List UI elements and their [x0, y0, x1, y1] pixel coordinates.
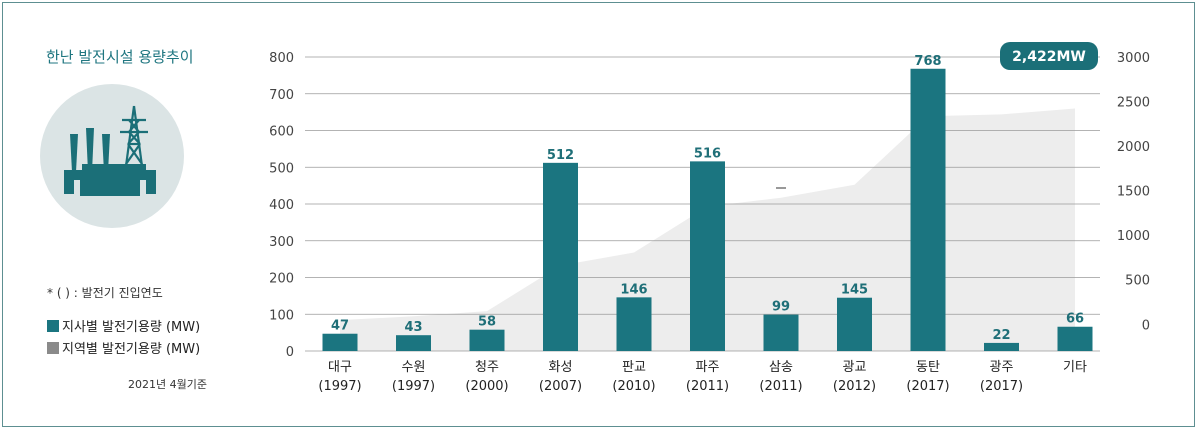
bar-layer [322, 68, 1093, 351]
bar-value-label: 516 [694, 146, 721, 161]
bar [1057, 326, 1093, 351]
bar [469, 329, 505, 351]
y-right-tick-label: 2000 [1117, 140, 1150, 155]
x-tick-label: 수원 [402, 360, 426, 375]
label-layer: 47 대구 (1997) 43 수원 (1997) 58 청주 (2000) 512 화성 (2007… [318, 42, 1098, 394]
y-left-tick-label: 0 [286, 345, 294, 360]
legend-item-branch: 지사별 발전기용량 (MW) [47, 316, 200, 335]
bar [396, 335, 431, 351]
y-left-tick-label: 700 [269, 88, 294, 103]
x-tick-label: (2000) [465, 379, 508, 394]
bar [690, 161, 725, 351]
x-tick-label: 대구 [328, 360, 352, 375]
bar [984, 342, 1019, 351]
legend-item-region: 지역별 발전기용량 (MW) [47, 338, 200, 357]
bar [763, 314, 799, 351]
y-right-tick-label: 500 [1125, 274, 1150, 289]
x-tick-label: (2010) [612, 379, 655, 394]
y-left-tick-label: 800 [269, 51, 294, 66]
bar-value-label: 22 [992, 328, 1010, 343]
bar-value-label: 47 [331, 319, 349, 334]
bar [616, 297, 652, 351]
bar-value-label: 99 [772, 300, 790, 315]
legend-label: 지역별 발전기용량 (MW) [62, 342, 201, 357]
power-plant-icon [40, 84, 184, 228]
y-right-tick-label: 1000 [1117, 229, 1150, 244]
bar-value-label: 145 [841, 283, 868, 298]
y-left-tick-label: 400 [269, 198, 294, 213]
x-tick-label: 동탄 [916, 360, 940, 375]
x-tick-label: 파주 [696, 360, 720, 375]
bar [837, 297, 872, 351]
y-left-tick-label: 300 [269, 235, 294, 250]
bar [322, 333, 358, 351]
bar-value-label: 146 [620, 282, 647, 297]
x-tick-label: 삼송 [769, 360, 793, 375]
y-left-tick-label: 100 [269, 308, 294, 323]
bar-value-label: 66 [1066, 312, 1084, 327]
x-tick-label: (1997) [318, 379, 361, 394]
x-tick-label: 청주 [475, 360, 499, 375]
bar [910, 68, 946, 351]
chart-title: 한난 발전시설 용량추이 [46, 48, 194, 66]
y-left-tick-label: 600 [269, 125, 294, 140]
basis-date: 2021년 4월기준 [128, 378, 207, 391]
y-right-tick-label: 3000 [1117, 51, 1150, 66]
legend-label: 지사별 발전기용량 (MW) [62, 320, 201, 335]
x-tick-label: (2017) [980, 379, 1023, 394]
total-badge-label: 2,422MW [1012, 49, 1086, 65]
x-tick-label: (2017) [906, 379, 949, 394]
x-tick-label: (1997) [392, 379, 435, 394]
y-left-tick-label: 500 [269, 161, 294, 176]
x-tick-label: (2011) [686, 379, 729, 394]
legend-swatch [47, 319, 59, 332]
y-right-tick-label: 0 [1142, 318, 1150, 333]
bar-value-label: 512 [547, 148, 574, 163]
y-right-tick-label: 1500 [1117, 185, 1150, 200]
x-tick-label: 광교 [843, 360, 867, 375]
x-tick-label: 광주 [990, 360, 1014, 375]
bar [543, 162, 578, 351]
x-tick-label: 화성 [549, 360, 573, 375]
bar-value-label: 43 [404, 320, 422, 335]
x-tick-label: (2012) [833, 379, 876, 394]
legend-swatch [47, 341, 59, 354]
note-text: * ( ) : 발전기 진입연도 [47, 286, 163, 300]
x-tick-label: 판교 [622, 360, 646, 375]
bar-value-label: 768 [914, 54, 941, 69]
x-tick-label: 기타 [1063, 360, 1087, 375]
y-left-tick-label: 200 [269, 272, 294, 287]
y-right-tick-label: 2500 [1117, 96, 1150, 111]
total-badge [1000, 42, 1098, 70]
bar-value-label: 58 [478, 315, 496, 330]
x-tick-label: (2007) [539, 379, 582, 394]
x-tick-label: (2011) [759, 379, 802, 394]
